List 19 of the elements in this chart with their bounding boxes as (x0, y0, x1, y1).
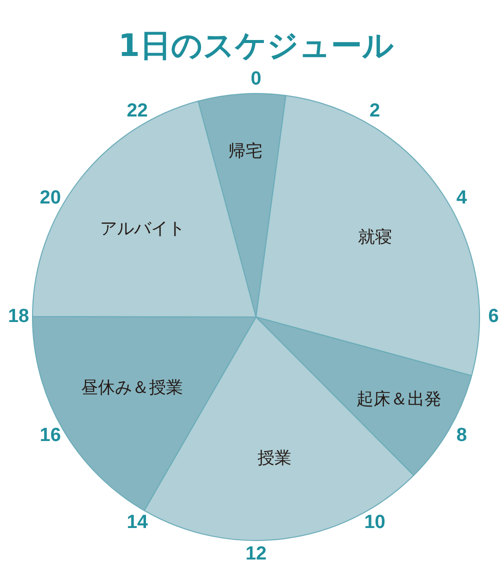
text: 10 (364, 512, 386, 533)
text: 14 (126, 512, 148, 533)
text: 22 (126, 100, 148, 122)
slice-label: 起床＆出発 (356, 390, 442, 410)
text: 8 (456, 424, 467, 446)
text: 2 (369, 100, 380, 122)
text: 6 (488, 306, 499, 328)
chart-title: 1日のスケジュール (118, 28, 394, 64)
slice-label: アルバイト (100, 219, 186, 240)
text: 4 (456, 187, 468, 208)
text: 16 (40, 424, 61, 446)
slice-label: 昼休み＆授業 (81, 378, 184, 398)
slice-label: 授業 (258, 448, 292, 468)
text: 0 (250, 68, 262, 90)
text: 12 (245, 544, 267, 565)
slice-label: 帰宅 (228, 141, 262, 162)
slice-label: 就寝 (358, 227, 392, 248)
text: 20 (40, 187, 61, 208)
text: 18 (8, 306, 30, 328)
